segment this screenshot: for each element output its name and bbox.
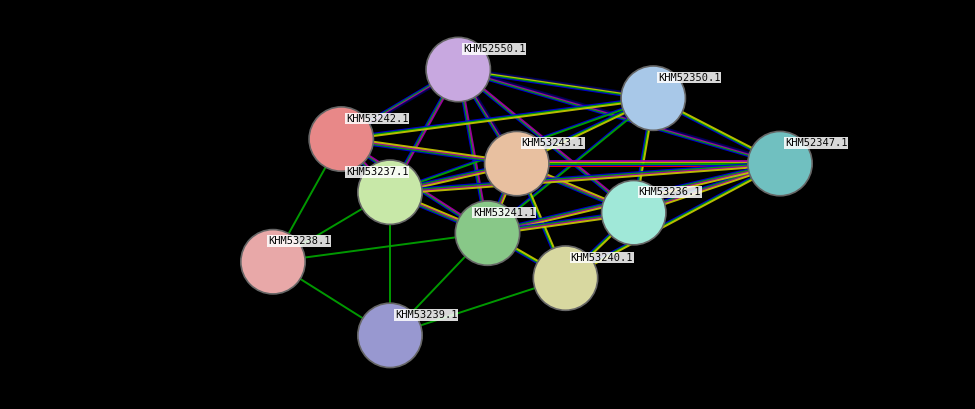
Text: KHM53243.1: KHM53243.1 [522,138,584,148]
Text: KHM52550.1: KHM52550.1 [463,44,526,54]
Text: KHM53236.1: KHM53236.1 [639,187,701,197]
Text: KHM53237.1: KHM53237.1 [346,167,409,177]
Text: KHM52350.1: KHM52350.1 [658,73,721,83]
Text: KHM53241.1: KHM53241.1 [473,208,535,218]
Text: KHM53240.1: KHM53240.1 [570,253,633,263]
Text: KHM53241.1: KHM53241.1 [473,208,535,218]
Text: KHM53238.1: KHM53238.1 [268,236,331,246]
Text: KHM53240.1: KHM53240.1 [570,253,633,263]
Text: KHM52550.1: KHM52550.1 [463,44,526,54]
Ellipse shape [602,180,666,245]
Text: KHM52350.1: KHM52350.1 [658,73,721,83]
Text: KHM53239.1: KHM53239.1 [395,310,457,320]
Ellipse shape [241,229,305,294]
Ellipse shape [455,201,520,265]
Text: KHM52347.1: KHM52347.1 [785,138,847,148]
Ellipse shape [621,66,685,130]
Text: KHM52347.1: KHM52347.1 [785,138,847,148]
Text: KHM53238.1: KHM53238.1 [268,236,331,246]
Ellipse shape [748,131,812,196]
Ellipse shape [533,246,598,310]
Ellipse shape [358,303,422,368]
Text: KHM53243.1: KHM53243.1 [522,138,584,148]
Text: KHM53242.1: KHM53242.1 [346,114,409,124]
Ellipse shape [309,107,373,171]
Ellipse shape [358,160,422,225]
Ellipse shape [426,37,490,102]
Ellipse shape [485,131,549,196]
Text: KHM53242.1: KHM53242.1 [346,114,409,124]
Text: KHM53236.1: KHM53236.1 [639,187,701,197]
Text: KHM53239.1: KHM53239.1 [395,310,457,320]
Text: KHM53237.1: KHM53237.1 [346,167,409,177]
